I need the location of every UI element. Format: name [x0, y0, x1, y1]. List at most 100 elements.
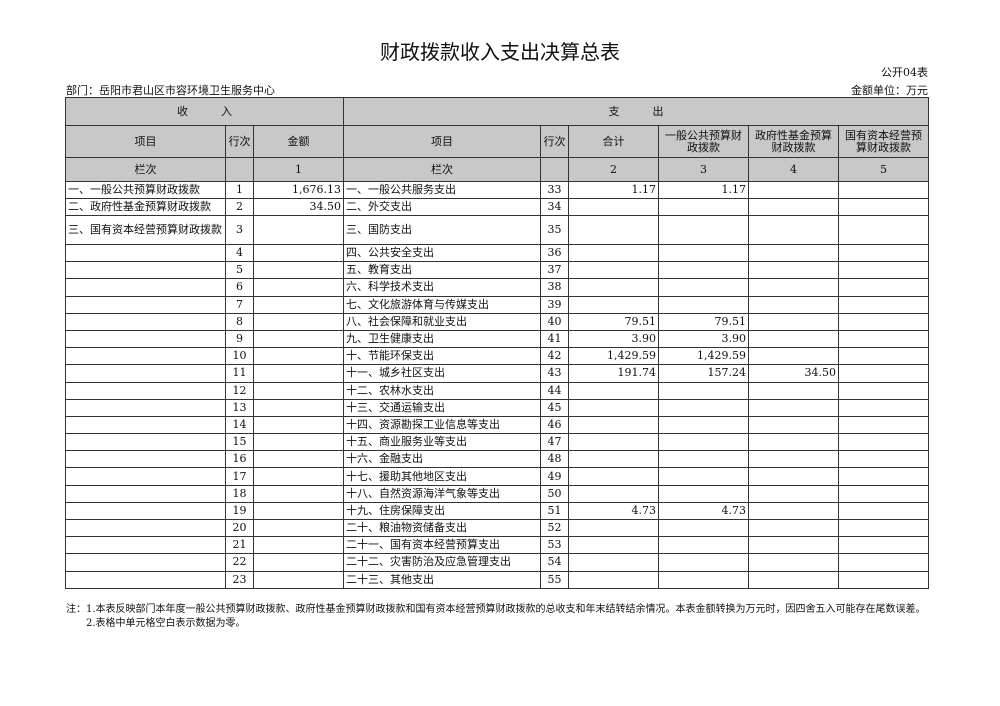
- expense-item-cell: 五、教育支出: [343, 261, 541, 280]
- fund-cell: [748, 312, 839, 331]
- state-cell: [838, 553, 929, 572]
- income-amount-cell: [253, 518, 344, 538]
- total-cell: 1.17: [568, 181, 659, 199]
- table-row: 19 十九、住房保障支出 51 4.73 4.73: [65, 501, 929, 521]
- empty-cell: [225, 157, 254, 182]
- income-rowno-cell: 11: [225, 364, 254, 383]
- total-cell: [568, 450, 659, 469]
- general-cell: 3.90: [658, 329, 749, 349]
- expense-item-cell: 十八、自然资源海洋气象等支出: [343, 484, 541, 503]
- general-cell: [658, 484, 749, 503]
- table-row: 14 十四、资源勘探工业信息等支出 46: [65, 415, 929, 435]
- expense-item-cell: 十五、商业服务业等支出: [343, 433, 541, 452]
- state-cell: [838, 450, 929, 469]
- income-rowno-cell: 18: [225, 484, 254, 503]
- income-item-cell: [65, 484, 226, 503]
- col-5: 5: [838, 157, 929, 182]
- income-rowno-cell: 17: [225, 467, 254, 486]
- fund-cell: [748, 415, 839, 435]
- expense-rowno-cell: 49: [540, 467, 569, 486]
- income-item-cell: [65, 415, 226, 435]
- expense-item-cell: 七、文化旅游体育与传媒支出: [343, 295, 541, 314]
- income-item-cell: [65, 553, 226, 572]
- expense-rowno-cell: 43: [540, 364, 569, 383]
- income-amount-cell: [253, 364, 344, 383]
- income-rowno-cell: 15: [225, 433, 254, 452]
- expense-rowno-cell: 39: [540, 295, 569, 314]
- expense-item-cell: 十一、城乡社区支出: [343, 364, 541, 383]
- general-cell: [658, 553, 749, 572]
- income-amount-cell: [253, 570, 344, 589]
- expense-item-cell: 二十三、其他支出: [343, 570, 541, 589]
- table-row: 三、国有资本经营预算财政拨款 3 三、国防支出 35: [65, 215, 929, 245]
- expense-item-cell: 二十、粮油物资储备支出: [343, 518, 541, 538]
- income-item-cell: [65, 364, 226, 383]
- page-title: 财政拨款收入支出决算总表: [380, 40, 620, 64]
- total-cell: 3.90: [568, 329, 659, 349]
- general-cell: 157.24: [658, 364, 749, 383]
- table-row: 11 十一、城乡社区支出 43 191.74 157.24 34.50: [65, 364, 929, 383]
- general-cell: [658, 570, 749, 589]
- income-amount-cell: [253, 467, 344, 486]
- income-item-cell: [65, 347, 226, 366]
- state-cell: [838, 261, 929, 280]
- income-amount-cell: [253, 433, 344, 452]
- income-item-cell: 二、政府性基金预算财政拨款: [65, 198, 226, 216]
- expense-rowno-cell: 46: [540, 415, 569, 435]
- income-item-cell: [65, 450, 226, 469]
- expense-rowno-cell: 33: [540, 181, 569, 199]
- state-cell: [838, 329, 929, 349]
- fund-cell: [748, 484, 839, 503]
- income-rowno-cell: 4: [225, 243, 254, 263]
- general-cell: [658, 261, 749, 280]
- total-cell: [568, 243, 659, 263]
- expense-rowno-cell: 47: [540, 433, 569, 452]
- fund-cell: [748, 381, 839, 400]
- table-row: 10 十、节能环保支出 42 1,429.59 1,429.59: [65, 347, 929, 366]
- general-cell: [658, 278, 749, 297]
- general-cell: 4.73: [658, 501, 749, 521]
- expense-item-cell: 二十二、灾害防治及应急管理支出: [343, 553, 541, 572]
- department: 部门：岳阳市君山区市容环境卫生服务中心: [66, 84, 275, 97]
- income-amount-cell: 1,676.13: [253, 181, 344, 199]
- state-cell: [838, 433, 929, 452]
- income-item-cell: [65, 381, 226, 400]
- table-row: 4 四、公共安全支出 36: [65, 243, 929, 263]
- table-row: 5 五、教育支出 37: [65, 261, 929, 280]
- total-cell: [568, 484, 659, 503]
- state-cell: [838, 347, 929, 366]
- expense-rowno-cell: 52: [540, 518, 569, 538]
- total-cell: [568, 433, 659, 452]
- expense-rowno-cell: 40: [540, 312, 569, 331]
- income-item-cell: [65, 467, 226, 486]
- total-cell: [568, 570, 659, 589]
- income-amount-cell: [253, 215, 344, 245]
- state-cell: [838, 181, 929, 199]
- expense-rowno-cell: 44: [540, 381, 569, 400]
- table-row: 7 七、文化旅游体育与传媒支出 39: [65, 295, 929, 314]
- general-cell: 79.51: [658, 312, 749, 331]
- total-cell: [568, 278, 659, 297]
- fund-cell: [748, 518, 839, 538]
- income-amount-cell: [253, 398, 344, 417]
- income-amount-cell: [253, 381, 344, 400]
- state-cell: [838, 501, 929, 521]
- income-item-cell: [65, 329, 226, 349]
- general-cell: [658, 536, 749, 555]
- income-item-cell: [65, 261, 226, 280]
- notes: 注：1.本表反映部门本年度一般公共预算财政拨款、政府性基金预算财政拨款和国有资本…: [66, 603, 936, 631]
- state-cell: [838, 364, 929, 383]
- expense-item-cell: 四、公共安全支出: [343, 243, 541, 263]
- expense-item-cell: 三、国防支出: [343, 215, 541, 245]
- income-rowno-cell: 7: [225, 295, 254, 314]
- amount-unit: 金额单位：万元: [851, 84, 928, 97]
- col-2: 2: [568, 157, 659, 182]
- state-cell: [838, 381, 929, 400]
- income-item-cell: [65, 398, 226, 417]
- state-cell: [838, 215, 929, 245]
- total-cell: 4.73: [568, 501, 659, 521]
- income-rowno-cell: 10: [225, 347, 254, 366]
- income-amount-cell: [253, 415, 344, 435]
- income-item-cell: [65, 295, 226, 314]
- total-cell: [568, 415, 659, 435]
